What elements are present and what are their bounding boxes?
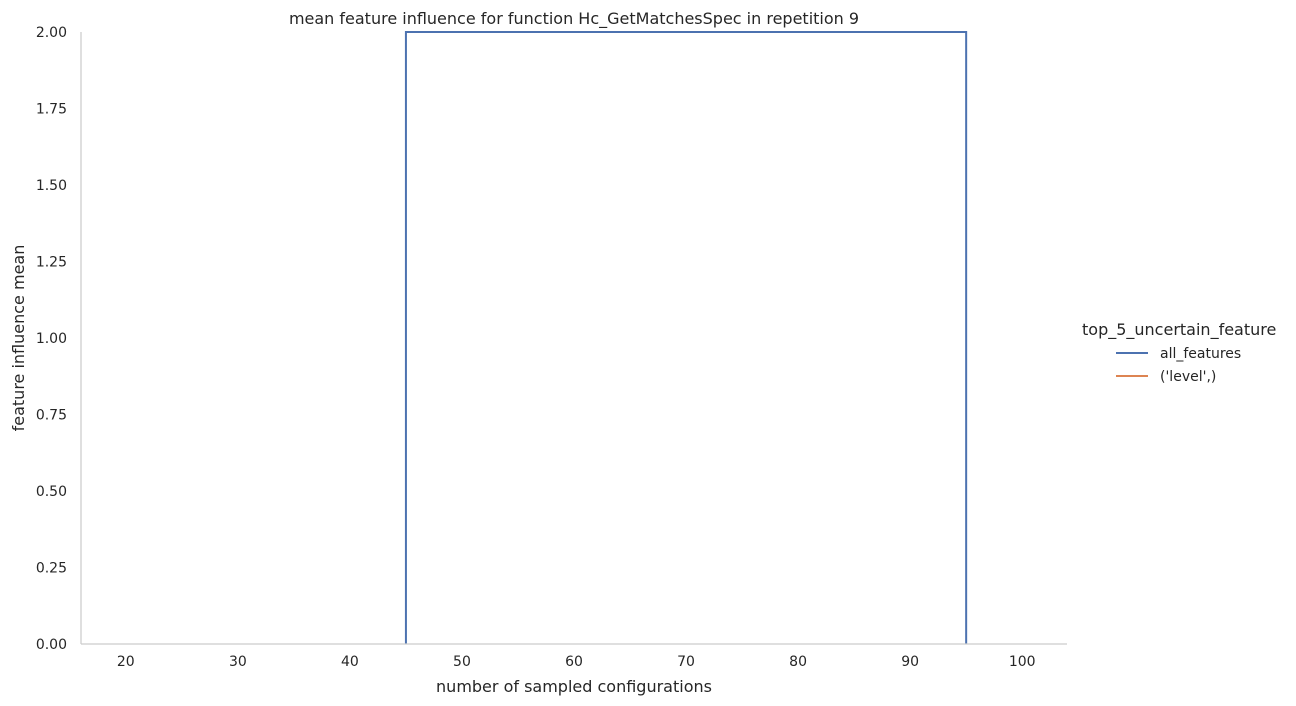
- x-tick-label: 60: [565, 654, 583, 670]
- x-tick-label: 90: [901, 654, 919, 670]
- y-tick-label: 1.25: [36, 255, 67, 271]
- series-layer: [404, 31, 968, 644]
- x-ticks: 20 30 40 50 60 70 80 90 100: [117, 654, 1036, 670]
- y-tick-label: 0.00: [36, 637, 67, 653]
- series-line-0: [404, 31, 968, 644]
- x-tick-label: 50: [453, 654, 471, 670]
- x-tick-label: 40: [341, 654, 359, 670]
- y-tick-label: 1.00: [36, 331, 67, 347]
- y-axis-label: feature influence mean: [9, 245, 28, 432]
- x-axis-label: number of sampled configurations: [436, 677, 712, 696]
- x-tick-label: 30: [229, 654, 247, 670]
- x-tick-label: 80: [789, 654, 807, 670]
- chart-title: mean feature influence for function Hc_G…: [289, 9, 859, 29]
- y-ticks: 0.00 0.25 0.50 0.75 1.00 1.25 1.50 1.75 2.00: [36, 25, 67, 653]
- y-tick-label: 0.25: [36, 561, 67, 577]
- legend-label: all_features: [1160, 346, 1241, 362]
- legend-items: all_features ('level',): [1116, 346, 1241, 385]
- y-tick-label: 0.75: [36, 408, 67, 424]
- y-tick-label: 1.75: [36, 102, 67, 118]
- legend-title: top_5_uncertain_feature: [1082, 320, 1276, 340]
- y-tick-label: 2.00: [36, 25, 67, 41]
- y-tick-label: 1.50: [36, 178, 67, 194]
- y-tick-label: 0.50: [36, 484, 67, 500]
- x-tick-label: 70: [677, 654, 695, 670]
- legend: top_5_uncertain_feature all_features ('le…: [1082, 320, 1276, 385]
- legend-label: ('level',): [1160, 369, 1216, 385]
- x-tick-label: 20: [117, 654, 135, 670]
- x-tick-label: 100: [1009, 654, 1036, 670]
